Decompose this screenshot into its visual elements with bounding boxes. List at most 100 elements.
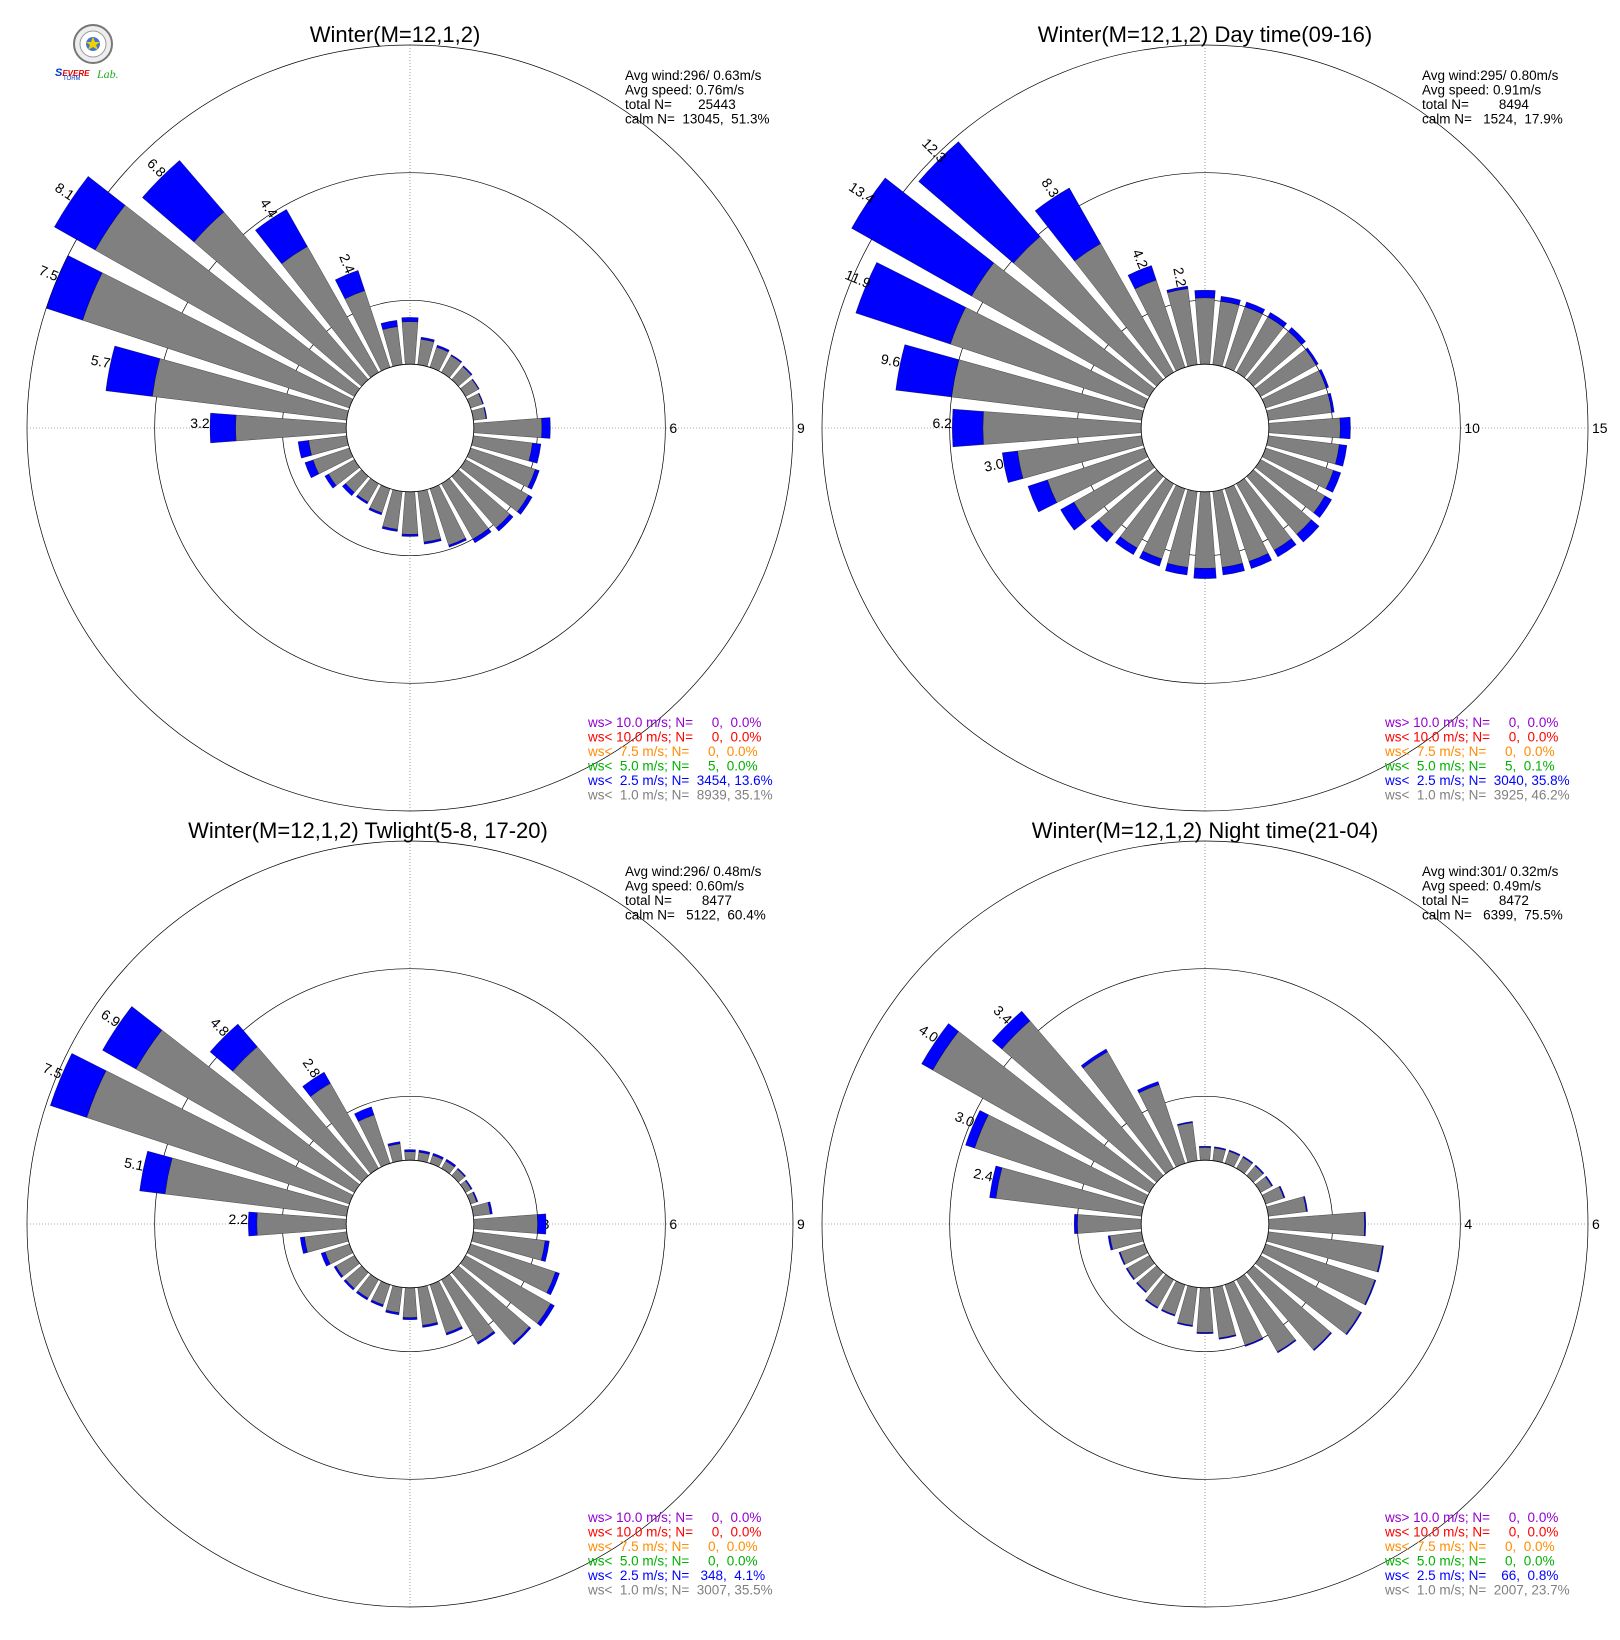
legend-entry: ws< 10.0 m/s; N= 0, 0.0% — [587, 1525, 761, 1540]
bar-lt-2-5 — [895, 344, 960, 398]
bar-lt-1 — [388, 1143, 403, 1163]
direction-value-label: 2.2 — [1170, 266, 1190, 288]
bar-lt-2-5 — [456, 1167, 467, 1178]
stats-line: total N= 25443 — [625, 97, 736, 112]
bar-lt-2-5 — [1277, 1339, 1297, 1354]
bar-lt-1 — [256, 1212, 347, 1236]
bar-lt-2-5 — [1161, 1309, 1176, 1317]
legend-entry: ws> 10.0 m/s; N= 0, 0.0% — [587, 715, 761, 730]
direction-value-label: 2.4 — [972, 1165, 994, 1185]
direction-value-label: 5.7 — [90, 352, 112, 372]
legend-entry: ws< 2.5 m/s; N= 3454, 13.6% — [587, 773, 773, 788]
stats-line: calm N= 5122, 60.4% — [625, 908, 766, 923]
bar-lt-2-5 — [1244, 301, 1266, 315]
legend-entry: ws< 5.0 m/s; N= 5, 0.0% — [587, 759, 758, 774]
bar-lt-2-5 — [432, 1153, 444, 1160]
stats-line: Avg wind:301/ 0.32m/s — [1422, 864, 1559, 879]
bar-lt-2-5 — [450, 354, 463, 363]
bar-lt-2-5 — [921, 1023, 959, 1071]
bar-lt-2-5 — [402, 1317, 418, 1320]
bar-lt-2-5 — [1080, 1048, 1108, 1069]
bar-lt-2-5 — [1127, 265, 1157, 290]
bar-lt-2-5 — [1218, 1334, 1237, 1340]
bar-lt-2-5 — [343, 1279, 355, 1291]
bar-lt-1 — [401, 491, 419, 535]
bar-lt-2-5 — [418, 1149, 431, 1155]
bar-lt-2-5 — [342, 483, 355, 496]
bar-lt-2-5 — [546, 1271, 560, 1296]
legend-entry: ws< 7.5 m/s; N= 0, 0.0% — [587, 744, 758, 759]
bar-lt-2-5 — [855, 262, 966, 345]
legend-entry: ws< 1.0 m/s; N= 3925, 46.2% — [1384, 788, 1570, 803]
bar-lt-2-5 — [1325, 470, 1341, 493]
bar-lt-2-5 — [1073, 1214, 1078, 1234]
direction-value-label: 7.5 — [41, 1059, 65, 1081]
radial-tick-label: 9 — [797, 420, 805, 436]
svg-text:TORM: TORM — [63, 76, 81, 82]
bar-lt-2-5 — [1273, 538, 1297, 558]
bar-lt-2-5 — [1305, 347, 1319, 366]
bar-lt-2-5 — [1002, 450, 1024, 483]
bar-lt-1 — [1194, 491, 1216, 569]
bar-lt-2-5 — [1377, 1245, 1384, 1273]
bar-lt-2-5 — [512, 1326, 532, 1346]
bar-lt-2-5 — [297, 440, 312, 459]
radial-tick-label: 6 — [669, 1216, 677, 1232]
bar-lt-2-5 — [1296, 519, 1320, 543]
grid-ring — [154, 968, 666, 1480]
bar-lt-2-5 — [1060, 501, 1087, 531]
bar-lt-2-5 — [1090, 519, 1114, 543]
bar-lt-2-5 — [368, 507, 383, 516]
bar-lt-2-5 — [445, 1158, 457, 1168]
legend-entry: ws< 5.0 m/s; N= 5, 0.1% — [1384, 759, 1555, 774]
chart-title: Winter(M=12,1,2) — [310, 22, 481, 47]
bar-lt-2-5 — [1242, 1155, 1254, 1164]
stats-line: calm N= 6399, 75.5% — [1422, 908, 1563, 923]
bar-lt-2-5 — [991, 1010, 1031, 1050]
bar-lt-2-5 — [404, 1149, 416, 1153]
bar-lt-2-5 — [1145, 1299, 1159, 1309]
bar-lt-2-5 — [1267, 312, 1288, 328]
bar-lt-2-5 — [1107, 1235, 1113, 1251]
bar-lt-2-5 — [46, 255, 103, 321]
bar-lt-2-5 — [445, 1326, 463, 1336]
bar-lt-2-5 — [1220, 296, 1241, 306]
stats-line: Avg speed: 0.91m/s — [1422, 83, 1541, 98]
bar-lt-1 — [473, 418, 543, 438]
calm-circle — [1140, 1159, 1270, 1289]
bar-lt-2-5 — [918, 141, 1041, 264]
chart-title: Winter(M=12,1,2) Day time(09-16) — [1038, 22, 1372, 47]
bar-lt-2-5 — [302, 1071, 331, 1097]
bar-lt-2-5 — [255, 209, 308, 264]
bar-lt-2-5 — [1335, 444, 1348, 467]
lab-seal-icon: SEVERE TORM Lab. — [55, 24, 119, 82]
calm-circle — [1140, 363, 1270, 493]
radial-tick-label: 9 — [797, 1216, 805, 1232]
bar-lt-2-5 — [1034, 187, 1101, 262]
bar-lt-2-5 — [209, 412, 237, 444]
stats-line: calm N= 13045, 51.3% — [625, 112, 769, 127]
bar-lt-2-5 — [527, 469, 540, 490]
bar-lt-2-5 — [483, 407, 488, 419]
bar-lt-2-5 — [517, 494, 533, 515]
bar-lt-2-5 — [952, 408, 984, 448]
stats-line: Avg wind:296/ 0.63m/s — [625, 68, 762, 83]
bar-lt-1 — [1268, 1211, 1365, 1237]
bar-lt-2-5 — [965, 1110, 989, 1149]
bar-lt-2-5 — [324, 473, 337, 489]
stats-line: Avg speed: 0.49m/s — [1422, 879, 1541, 894]
bar-lt-2-5 — [248, 1211, 258, 1237]
legend-entry: ws< 2.5 m/s; N= 66, 0.8% — [1384, 1568, 1558, 1583]
direction-value-label: 3.2 — [190, 415, 210, 431]
bar-lt-2-5 — [423, 538, 442, 545]
bar-lt-2-5 — [472, 528, 492, 544]
bar-lt-2-5 — [537, 1303, 555, 1327]
bar-lt-2-5 — [139, 1150, 173, 1195]
bar-lt-2-5 — [1177, 1121, 1193, 1126]
bar-lt-2-5 — [401, 317, 419, 323]
bar-lt-2-5 — [476, 1331, 496, 1345]
stats-line: Avg wind:295/ 0.80m/s — [1422, 68, 1559, 83]
radial-tick-label: 6 — [1592, 1216, 1600, 1232]
bar-lt-1 — [1268, 417, 1341, 439]
